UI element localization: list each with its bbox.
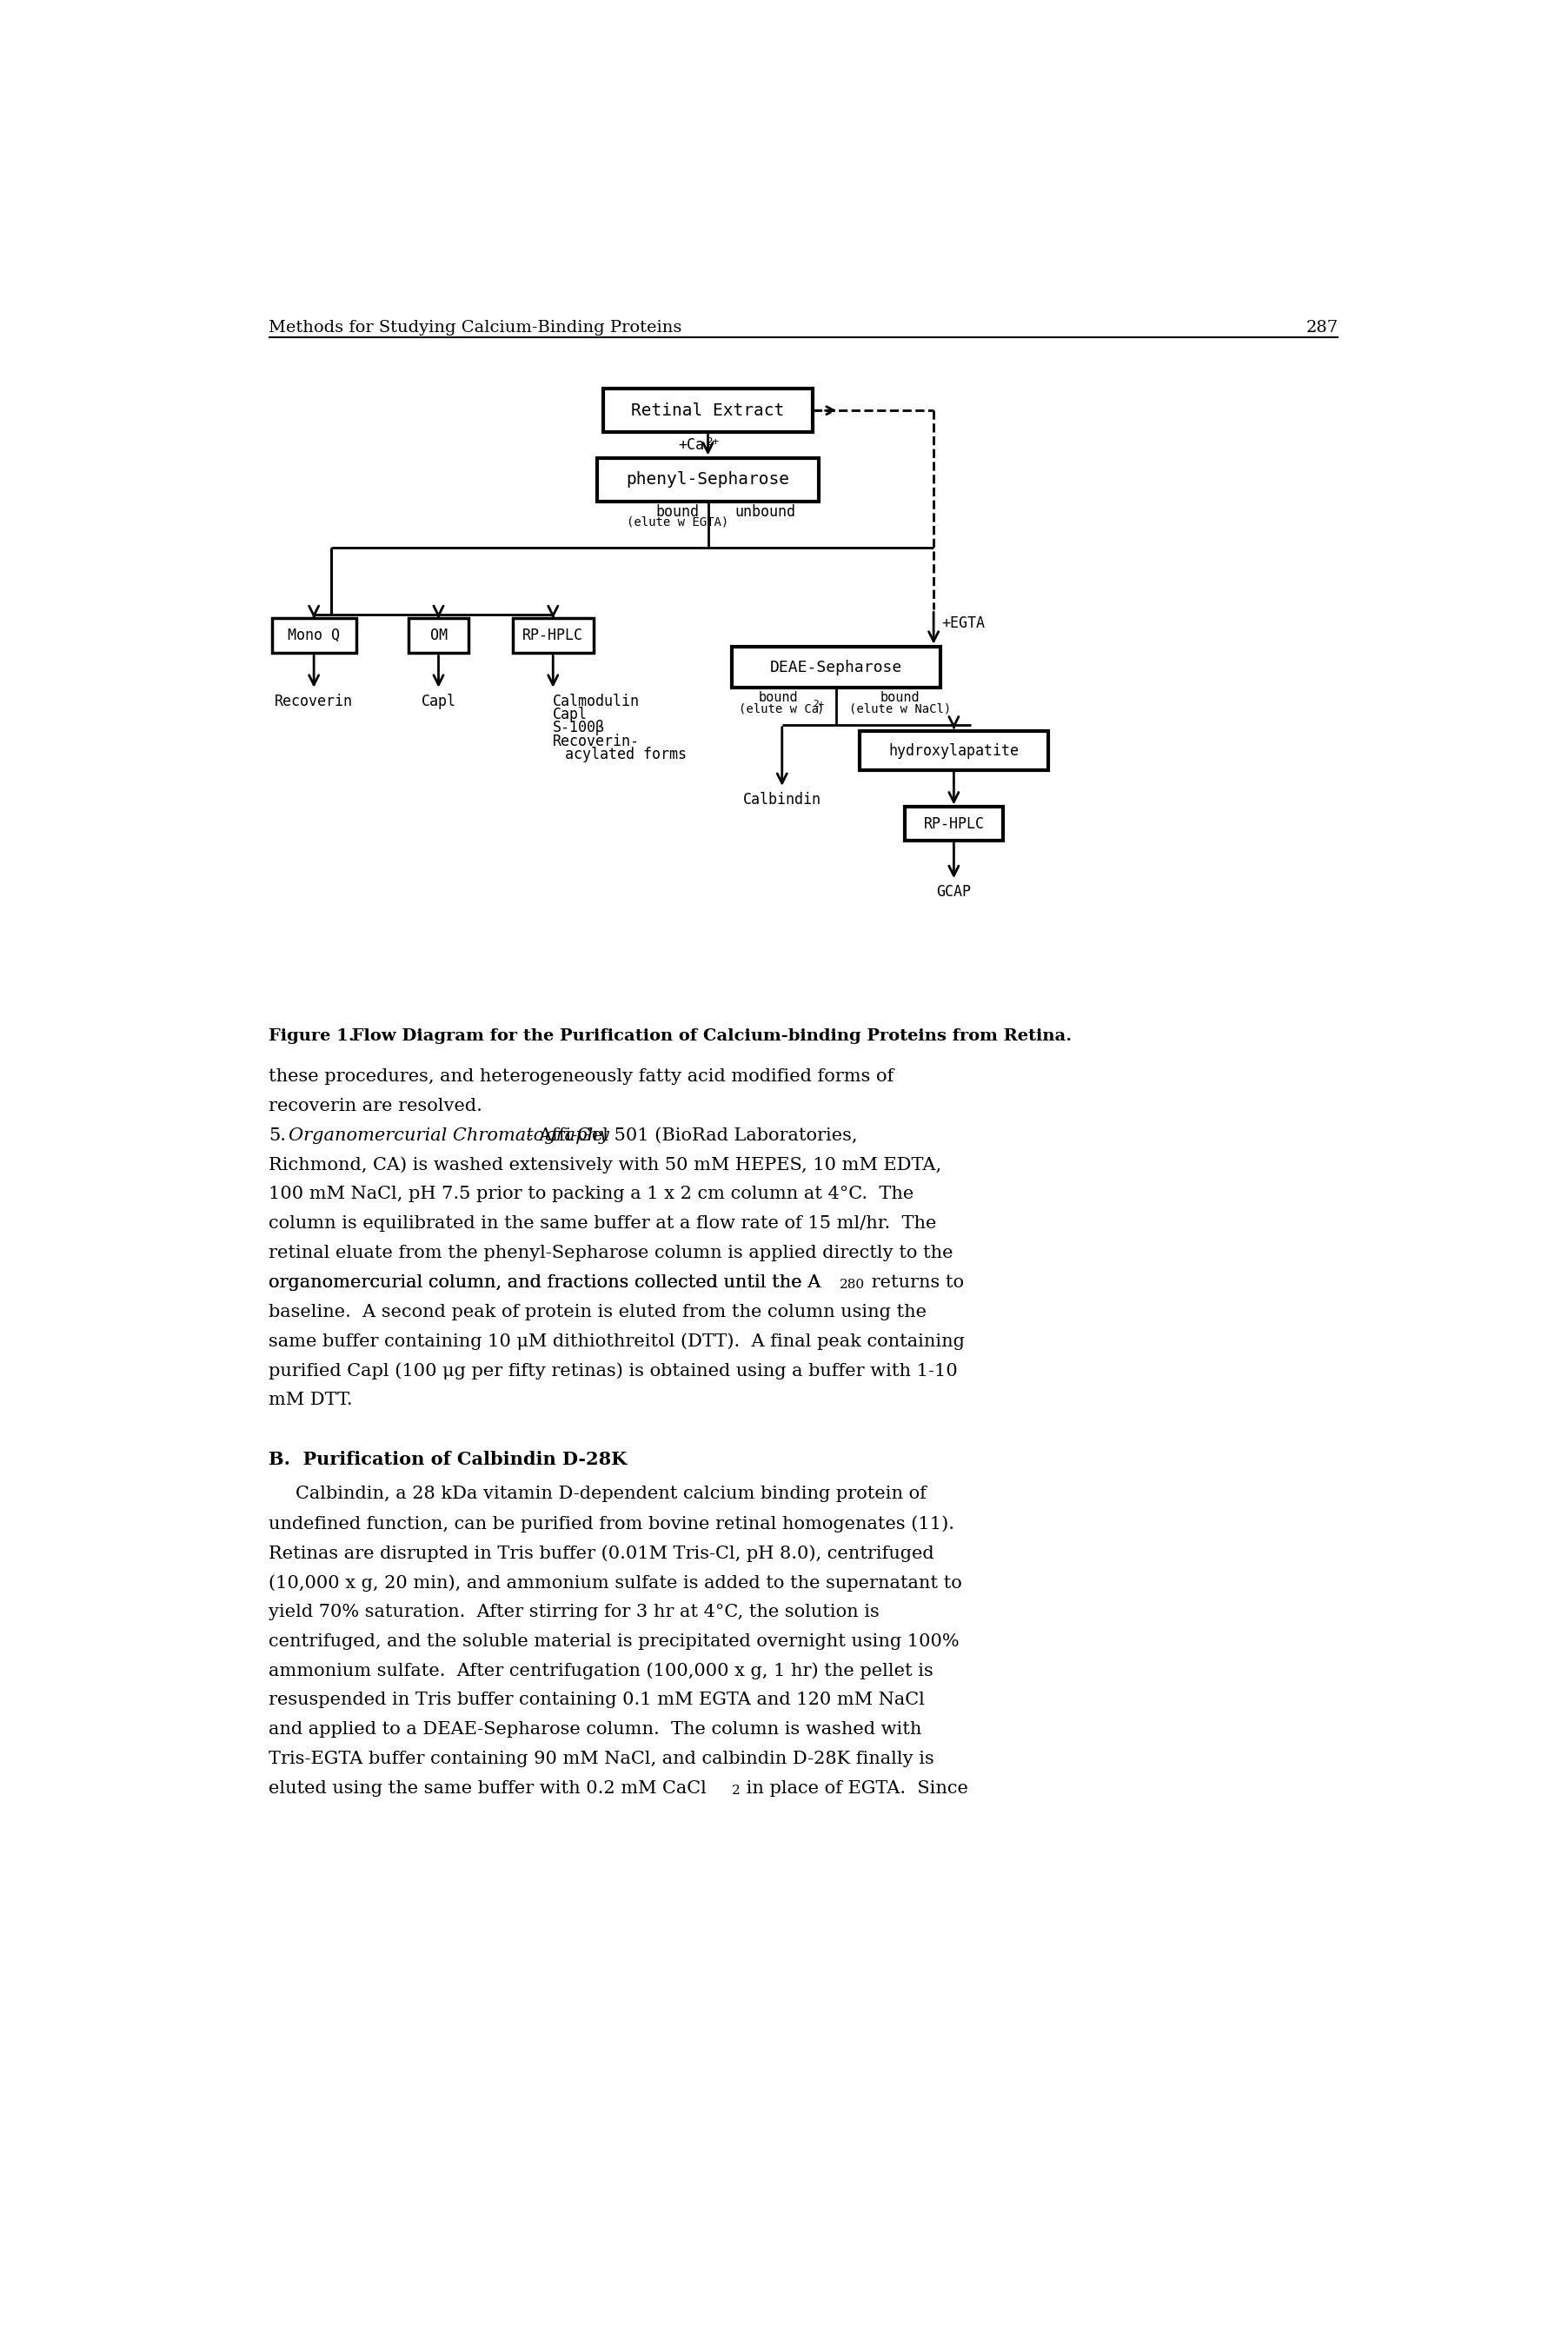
- Text: Recoverin-: Recoverin-: [554, 732, 640, 749]
- Text: Organomercurial Chromatography: Organomercurial Chromatography: [289, 1127, 610, 1143]
- Text: Flow Diagram for the Purification of Calcium-binding Proteins from Retina.: Flow Diagram for the Purification of Cal…: [347, 1028, 1073, 1044]
- Text: 280: 280: [840, 1279, 866, 1291]
- Text: undefined function, can be purified from bovine retinal homogenates (11).: undefined function, can be purified from…: [268, 1516, 955, 1533]
- Text: acylated forms: acylated forms: [564, 746, 687, 763]
- Text: unbound: unbound: [735, 505, 795, 521]
- Text: bound: bound: [759, 692, 798, 704]
- Text: (10,000 x g, 20 min), and ammonium sulfate is added to the supernatant to: (10,000 x g, 20 min), and ammonium sulfa…: [268, 1575, 963, 1591]
- Text: mM DTT.: mM DTT.: [268, 1392, 353, 1408]
- Text: 2+: 2+: [812, 699, 825, 709]
- Text: - Affi-Gel 501 (BioRad Laboratories,: - Affi-Gel 501 (BioRad Laboratories,: [521, 1127, 858, 1143]
- Text: Capl: Capl: [422, 692, 456, 709]
- Text: Methods for Studying Calcium-Binding Proteins: Methods for Studying Calcium-Binding Pro…: [268, 319, 682, 336]
- Text: OM: OM: [430, 629, 447, 643]
- Bar: [859, 732, 1047, 770]
- Text: ammonium sulfate.  After centrifugation (100,000 x g, 1 hr) the pellet is: ammonium sulfate. After centrifugation (…: [268, 1662, 933, 1680]
- Text: 287: 287: [1306, 319, 1339, 336]
- Text: (elute w NaCl): (elute w NaCl): [848, 702, 950, 716]
- Text: (elute w Ca: (elute w Ca: [739, 702, 818, 716]
- Text: 2+: 2+: [706, 437, 720, 448]
- Text: baseline.  A second peak of protein is eluted from the column using the: baseline. A second peak of protein is el…: [268, 1303, 927, 1321]
- Text: Mono Q: Mono Q: [289, 629, 340, 643]
- Text: retinal eluate from the phenyl-Sepharose column is applied directly to the: retinal eluate from the phenyl-Sepharose…: [268, 1244, 953, 1260]
- Bar: [513, 617, 593, 652]
- Bar: [905, 807, 1002, 840]
- Text: purified Capl (100 μg per fifty retinas) is obtained using a buffer with 1-10: purified Capl (100 μg per fifty retinas)…: [268, 1364, 958, 1380]
- Text: +Ca: +Ca: [679, 437, 704, 453]
- Text: and applied to a DEAE-Sepharose column.  The column is washed with: and applied to a DEAE-Sepharose column. …: [268, 1720, 922, 1737]
- Text: B.  Purification of Calbindin D-28K: B. Purification of Calbindin D-28K: [268, 1450, 627, 1469]
- Text: 2: 2: [732, 1784, 740, 1795]
- Text: Calmodulin: Calmodulin: [554, 692, 640, 709]
- Bar: [271, 617, 356, 652]
- Text: Figure 1.: Figure 1.: [268, 1028, 354, 1044]
- Text: 5.: 5.: [268, 1127, 285, 1143]
- Bar: [408, 617, 469, 652]
- Text: resuspended in Tris buffer containing 0.1 mM EGTA and 120 mM NaCl: resuspended in Tris buffer containing 0.…: [268, 1692, 925, 1709]
- Text: +EGTA: +EGTA: [942, 615, 985, 631]
- Text: same buffer containing 10 μM dithiothreitol (DTT).  A final peak containing: same buffer containing 10 μM dithiothrei…: [268, 1333, 964, 1350]
- Text: RP-HPLC: RP-HPLC: [924, 817, 985, 831]
- Text: returns to: returns to: [866, 1274, 964, 1291]
- Text: DEAE-Sepharose: DEAE-Sepharose: [770, 660, 902, 676]
- Text: S-100β: S-100β: [554, 721, 605, 735]
- Text: Calbindin, a 28 kDa vitamin D-dependent calcium binding protein of: Calbindin, a 28 kDa vitamin D-dependent …: [296, 1486, 927, 1502]
- Text: phenyl-Sepharose: phenyl-Sepharose: [626, 472, 790, 488]
- Text: Recoverin: Recoverin: [274, 692, 353, 709]
- Text: Retinal Extract: Retinal Extract: [632, 401, 784, 418]
- Text: bound: bound: [655, 505, 699, 521]
- Text: Richmond, CA) is washed extensively with 50 mM HEPES, 10 mM EDTA,: Richmond, CA) is washed extensively with…: [268, 1157, 942, 1174]
- Bar: [597, 458, 818, 502]
- Text: eluted using the same buffer with 0.2 mM CaCl: eluted using the same buffer with 0.2 mM…: [268, 1781, 707, 1798]
- Text: 100 mM NaCl, pH 7.5 prior to packing a 1 x 2 cm column at 4°C.  The: 100 mM NaCl, pH 7.5 prior to packing a 1…: [268, 1185, 914, 1202]
- Bar: [604, 390, 812, 432]
- Text: organomercurial column, and fractions collected until the A: organomercurial column, and fractions co…: [268, 1274, 822, 1291]
- Text: bound: bound: [880, 692, 920, 704]
- Text: Capl: Capl: [554, 706, 588, 723]
- Text: (elute w EGTA): (elute w EGTA): [627, 516, 729, 528]
- Text: GCAP: GCAP: [936, 885, 971, 899]
- Text: Tris-EGTA buffer containing 90 mM NaCl, and calbindin D-28K finally is: Tris-EGTA buffer containing 90 mM NaCl, …: [268, 1751, 935, 1767]
- Bar: [732, 645, 941, 688]
- Text: RP-HPLC: RP-HPLC: [522, 629, 583, 643]
- Text: ): ): [817, 702, 825, 716]
- Text: yield 70% saturation.  After stirring for 3 hr at 4°C, the solution is: yield 70% saturation. After stirring for…: [268, 1603, 880, 1619]
- Text: column is equilibrated in the same buffer at a flow rate of 15 ml/hr.  The: column is equilibrated in the same buffe…: [268, 1216, 936, 1232]
- Text: hydroxylapatite: hydroxylapatite: [889, 744, 1019, 758]
- Text: centrifuged, and the soluble material is precipitated overnight using 100%: centrifuged, and the soluble material is…: [268, 1634, 960, 1650]
- Text: Retinas are disrupted in Tris buffer (0.01M Tris-Cl, pH 8.0), centrifuged: Retinas are disrupted in Tris buffer (0.…: [268, 1544, 935, 1561]
- Text: recoverin are resolved.: recoverin are resolved.: [268, 1098, 483, 1115]
- Text: these procedures, and heterogeneously fatty acid modified forms of: these procedures, and heterogeneously fa…: [268, 1068, 894, 1084]
- Text: in place of EGTA.  Since: in place of EGTA. Since: [740, 1781, 967, 1798]
- Text: Calbindin: Calbindin: [743, 791, 822, 807]
- Text: organomercurial column, and fractions collected until the A: organomercurial column, and fractions co…: [268, 1274, 822, 1291]
